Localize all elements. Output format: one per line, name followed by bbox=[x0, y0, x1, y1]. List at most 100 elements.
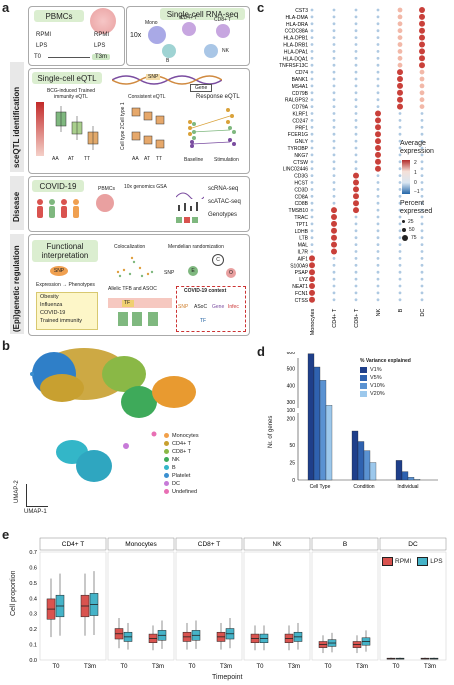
phenotype-influenza: Influenza bbox=[40, 302, 63, 308]
dotplot-dot bbox=[398, 263, 402, 267]
dotplot-dot bbox=[332, 36, 336, 39]
b-cell-icon bbox=[162, 44, 176, 58]
dotplot-gene-label: AIF1 bbox=[297, 256, 308, 262]
box-y-tick: 0.5 bbox=[29, 581, 37, 587]
sidebar-epigenetic-label: (Epi)genetic regulation bbox=[12, 245, 21, 332]
umap-legend-dot bbox=[164, 441, 169, 447]
variance-legend-label: V20% bbox=[370, 391, 385, 397]
dotplot-dot bbox=[376, 229, 380, 233]
avg-expr-tick-1: 1 bbox=[414, 170, 417, 176]
umap-legend-item: NK bbox=[164, 456, 199, 464]
dotplot-dot bbox=[331, 214, 337, 220]
dotplot-gene-label: BANK1 bbox=[292, 77, 309, 83]
dotplot-dot bbox=[310, 250, 314, 253]
bar-y-tick: 600 bbox=[287, 352, 296, 356]
dotplot-dot bbox=[419, 97, 425, 103]
avg-expr-tick-neg1: −1 bbox=[414, 189, 420, 195]
box-timepoint-label: T0 bbox=[188, 664, 196, 670]
dotplot-dot bbox=[332, 29, 336, 33]
dotplot-dot bbox=[309, 255, 315, 262]
dotplot-dot bbox=[332, 174, 336, 178]
sidebar-epigenetic bbox=[10, 234, 24, 334]
dotplot-dot bbox=[354, 236, 358, 240]
dotplot-dot bbox=[419, 27, 425, 34]
dotplot-dot bbox=[354, 229, 358, 233]
dotplot-dot bbox=[376, 243, 380, 247]
dotplot-dot bbox=[309, 296, 315, 303]
variance-legend-title: % Variance explained bbox=[360, 358, 411, 364]
disease-pbmcs-icon bbox=[96, 194, 114, 212]
box-timepoint-label: T3m bbox=[356, 664, 368, 670]
dotplot-dot bbox=[398, 167, 402, 171]
dotplot-dot bbox=[397, 7, 403, 13]
dotplot-dot bbox=[376, 250, 380, 253]
variance-bar-chart: 600 500 400 300 200 100 50 25 0 Cell Type Conditio… bbox=[287, 352, 438, 490]
dotplot-dot bbox=[375, 124, 381, 131]
dotplot-dot bbox=[332, 119, 336, 122]
cd4-label: CD4+ T bbox=[180, 15, 198, 21]
dotplot-dot bbox=[376, 236, 380, 240]
dotplot-dot bbox=[310, 63, 314, 67]
dotplot-dot bbox=[310, 77, 314, 81]
sceqtl-header: Single-cell eQTL bbox=[32, 72, 102, 84]
dotplot-gene-label: TYROBP bbox=[287, 146, 308, 152]
allelic-tf-label: TF bbox=[124, 300, 131, 306]
avg-expr-title-1: Average bbox=[400, 140, 426, 147]
dotplot-dot bbox=[332, 188, 336, 191]
dotplot-dot bbox=[310, 98, 314, 102]
dotplot-dot bbox=[309, 262, 315, 269]
dotplot-gene-label: TRAC bbox=[294, 215, 308, 221]
dotplot-dot bbox=[398, 257, 402, 260]
functional-header: Functional interpretation bbox=[32, 240, 98, 262]
facet-label: Monocytes bbox=[125, 541, 157, 548]
dotplot-dot bbox=[398, 112, 402, 115]
dotplot-gene-label: LTB bbox=[299, 236, 308, 242]
facet-panel bbox=[175, 551, 243, 661]
dotplot-dot bbox=[420, 257, 424, 260]
dotplot-dot bbox=[376, 91, 380, 95]
dotplot-gene-label: CD79A bbox=[292, 105, 309, 111]
dotplot-dot bbox=[397, 96, 403, 103]
dotplot-dot bbox=[332, 77, 336, 81]
dotplot-dot bbox=[332, 263, 336, 267]
box-y-tick: 0.2 bbox=[29, 627, 37, 633]
avg-expr-colorbar bbox=[402, 160, 410, 194]
dotplot-dot bbox=[420, 284, 424, 288]
dotplot-dot bbox=[310, 146, 314, 150]
dotplot-dot bbox=[375, 145, 381, 151]
dotplot-dot bbox=[332, 139, 336, 143]
dotplot-celltype-label: B bbox=[398, 308, 404, 312]
variance-legend-label: V5% bbox=[370, 375, 382, 381]
dotplot-dot bbox=[332, 50, 336, 53]
dotplot-dot bbox=[419, 48, 425, 55]
dotplot-dot bbox=[310, 222, 314, 226]
dotplot-dot bbox=[354, 298, 358, 302]
phenotype-list: Obesity Influenza COVID-19 Trained immun… bbox=[36, 292, 98, 330]
umap-legend-label: Monocytes bbox=[172, 433, 199, 439]
dotplot-dot bbox=[420, 270, 424, 274]
box-legend-swatch bbox=[382, 557, 393, 567]
dotplot-dot bbox=[420, 229, 424, 233]
dotplot-dot bbox=[420, 153, 424, 157]
dotplot-dot bbox=[354, 22, 358, 26]
dotplot-dot bbox=[354, 36, 358, 39]
dotplot-gene-label: RALGPS2 bbox=[285, 98, 308, 104]
rpmi-label: RPMI bbox=[36, 32, 51, 38]
variance-bar bbox=[325, 405, 333, 481]
sidebar-disease bbox=[10, 176, 24, 230]
box-y-tick: 0.6 bbox=[29, 565, 37, 571]
dotplot-dot bbox=[331, 241, 337, 248]
pct-25-label: 25 bbox=[408, 219, 414, 225]
stimulation-label: Stimulation bbox=[214, 157, 239, 163]
umap-legend-label: Undefined bbox=[172, 489, 198, 495]
box-timepoint-label: T3m bbox=[288, 664, 300, 670]
dotplot-dot bbox=[310, 105, 314, 108]
box-legend-label: RPMI bbox=[395, 558, 412, 565]
baseline-label: Baseline bbox=[184, 157, 204, 163]
patients-icon bbox=[34, 196, 86, 224]
dotplot-dot bbox=[419, 76, 425, 82]
dotplot-dot bbox=[310, 84, 314, 88]
dotplot-dot bbox=[419, 13, 425, 20]
umap-legend-item: Platelet bbox=[164, 472, 199, 480]
variance-bar bbox=[357, 441, 365, 481]
